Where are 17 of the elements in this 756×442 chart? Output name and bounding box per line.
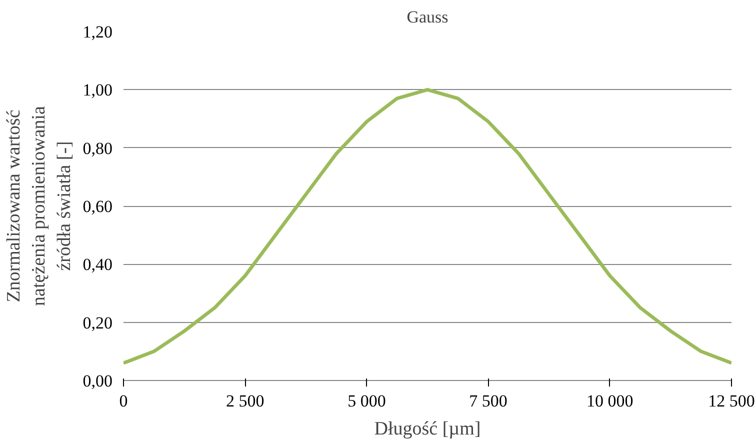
x-tick-label: 5 000 [348,392,386,410]
chart-title: Gauss [406,8,448,26]
y-tick-label: 1,20 [82,22,112,42]
y-axis-title: Znormalizowana wartość natężenia promieniowania źródła światła [-] [3,105,75,306]
x-tick-label: 2 500 [226,392,264,410]
line-series [124,88,732,365]
y-tick-label: 1,00 [82,80,112,100]
x-axis-title: Długość [µm] [374,418,481,440]
x-tick-label: 7 500 [469,392,508,410]
y-tick-label: 0,00 [82,372,112,390]
x-tick-label: 10 000 [586,392,634,410]
y-tick-label: 0,40 [82,255,112,274]
y-tick-label: 0,80 [82,138,112,158]
y-tick-label: 0,20 [82,313,112,332]
y-tick-label: 0,60 [82,197,112,216]
x-tick-label: 12 500 [708,392,755,410]
x-tick-label: 0 [119,392,128,410]
